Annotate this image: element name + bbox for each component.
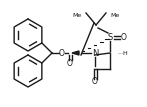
Text: Me: Me — [110, 13, 119, 18]
Text: O: O — [67, 59, 73, 68]
Text: S: S — [107, 33, 113, 42]
Text: N: N — [92, 48, 98, 57]
Text: ···H: ···H — [117, 51, 128, 56]
Text: Me: Me — [73, 13, 82, 18]
Polygon shape — [72, 51, 79, 55]
Text: O: O — [121, 33, 127, 42]
Text: O: O — [59, 48, 65, 57]
Text: O: O — [92, 77, 98, 86]
